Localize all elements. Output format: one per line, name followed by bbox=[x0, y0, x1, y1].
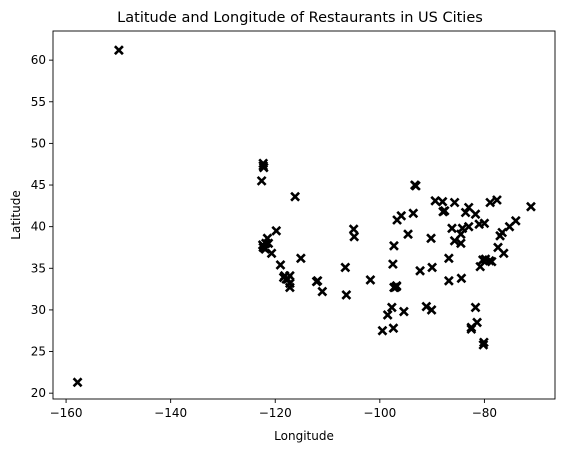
data-point bbox=[455, 238, 466, 249]
x-tick-label: −140 bbox=[154, 406, 187, 420]
x-tick-label: −100 bbox=[363, 406, 396, 420]
data-point bbox=[470, 209, 481, 220]
data-point bbox=[390, 282, 400, 293]
data-point bbox=[474, 219, 485, 230]
y-tick-label: 20 bbox=[31, 386, 46, 400]
data-point bbox=[398, 306, 409, 317]
data-point bbox=[403, 229, 413, 240]
data-point bbox=[426, 233, 436, 244]
data-point bbox=[396, 210, 407, 221]
data-point bbox=[341, 290, 352, 300]
data-point bbox=[290, 191, 301, 202]
data-point bbox=[477, 255, 488, 265]
x-axis-ticks: −160 −140 −120 −100 −80 bbox=[50, 399, 497, 420]
x-axis-label: Longitude bbox=[274, 429, 334, 443]
data-point bbox=[389, 240, 399, 251]
data-point bbox=[113, 45, 124, 56]
x-tick-label: −160 bbox=[50, 406, 83, 420]
data-point bbox=[410, 180, 421, 191]
data-point bbox=[258, 162, 269, 173]
y-tick-label: 50 bbox=[31, 136, 46, 150]
y-tick-label: 40 bbox=[31, 220, 46, 234]
data-point bbox=[72, 377, 83, 388]
data-point bbox=[470, 302, 481, 313]
data-point bbox=[475, 261, 486, 272]
data-point bbox=[498, 248, 509, 259]
data-point bbox=[377, 325, 388, 336]
data-point bbox=[312, 275, 323, 286]
y-tick-label: 45 bbox=[31, 178, 46, 192]
data-point bbox=[386, 302, 397, 313]
data-point bbox=[275, 260, 286, 270]
data-point bbox=[266, 248, 277, 259]
data-point bbox=[340, 262, 351, 273]
data-point bbox=[460, 207, 471, 218]
data-point bbox=[485, 197, 496, 208]
data-point bbox=[349, 231, 360, 242]
data-point bbox=[387, 259, 398, 270]
y-tick-label: 35 bbox=[31, 261, 46, 275]
data-point bbox=[263, 238, 274, 249]
data-point bbox=[317, 286, 328, 297]
data-point bbox=[365, 275, 376, 285]
data-point bbox=[526, 201, 536, 212]
data-point bbox=[478, 339, 489, 350]
data-point bbox=[348, 224, 359, 235]
y-tick-label: 60 bbox=[31, 53, 46, 67]
data-point bbox=[449, 197, 460, 208]
data-point bbox=[256, 175, 267, 186]
data-point bbox=[439, 205, 450, 216]
y-axis-label: Latitude bbox=[9, 190, 23, 239]
data-point bbox=[421, 301, 432, 312]
data-point bbox=[271, 225, 282, 236]
data-point bbox=[415, 265, 426, 276]
data-point bbox=[408, 208, 419, 219]
data-point bbox=[447, 223, 457, 234]
data-point bbox=[463, 202, 474, 213]
y-tick-label: 25 bbox=[31, 345, 46, 359]
data-point bbox=[443, 275, 454, 286]
data-point bbox=[486, 256, 497, 267]
data-point bbox=[427, 262, 438, 273]
data-point bbox=[388, 323, 399, 334]
x-tick-label: −120 bbox=[259, 406, 292, 420]
data-points bbox=[72, 45, 536, 388]
y-tick-label: 30 bbox=[31, 303, 46, 317]
data-point bbox=[426, 304, 437, 315]
data-point bbox=[478, 337, 489, 348]
data-point bbox=[437, 196, 448, 207]
data-point bbox=[492, 195, 502, 205]
data-point bbox=[472, 317, 483, 328]
data-point bbox=[430, 195, 441, 206]
y-tick-label: 55 bbox=[31, 95, 46, 109]
y-axis-ticks: 20 25 30 35 40 45 50 55 60 bbox=[31, 53, 53, 400]
plot-area bbox=[52, 30, 556, 400]
chart-title: Latitude and Longitude of Restaurants in… bbox=[117, 10, 483, 26]
data-point bbox=[295, 253, 306, 264]
data-point bbox=[510, 215, 521, 226]
data-point bbox=[456, 273, 467, 284]
data-point bbox=[382, 309, 393, 320]
data-point bbox=[443, 253, 454, 264]
x-tick-label: −80 bbox=[472, 406, 497, 420]
data-point bbox=[282, 274, 293, 285]
data-point bbox=[457, 223, 468, 234]
